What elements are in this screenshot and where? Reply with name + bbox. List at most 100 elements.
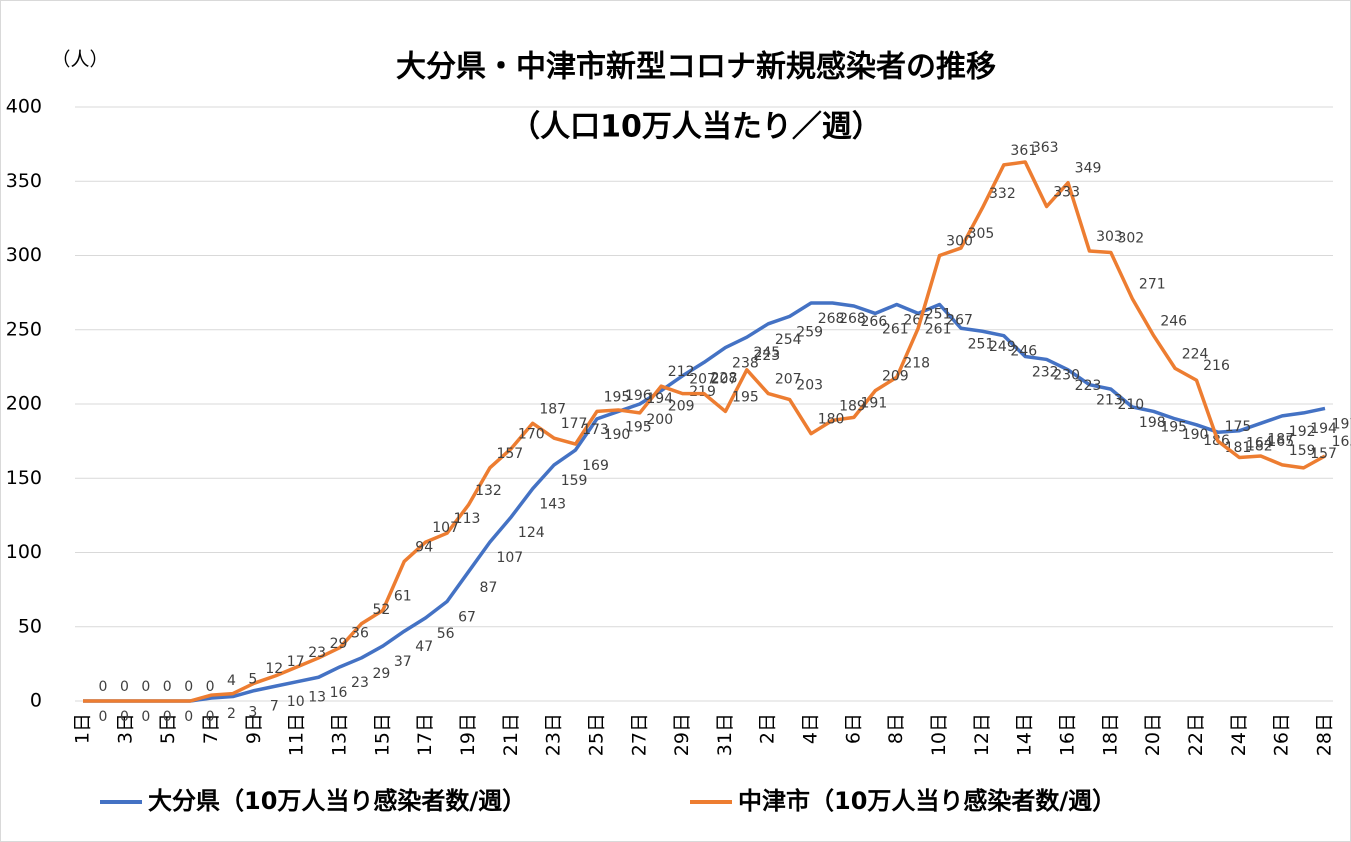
data-label: 164 — [1246, 435, 1273, 451]
data-label: 157 — [496, 446, 523, 462]
data-label: 177 — [561, 416, 588, 432]
x-tick-label: 26日 — [1271, 713, 1293, 756]
data-label: 61 — [394, 588, 412, 604]
data-label: 261 — [925, 321, 952, 337]
data-label: 124 — [518, 525, 545, 541]
data-label: 268 — [818, 311, 845, 327]
data-label: 271 — [1139, 277, 1166, 293]
x-tick-label: 27日 — [628, 713, 650, 756]
data-label: 245 — [753, 345, 780, 361]
data-label: 197 — [1332, 416, 1351, 432]
y-tick-label: 150 — [6, 467, 42, 489]
data-label: 190 — [1182, 427, 1209, 443]
data-label: 94 — [415, 539, 433, 555]
data-label: 0 — [184, 709, 193, 725]
data-label: 13 — [308, 690, 326, 706]
data-label: 191 — [861, 395, 888, 411]
x-tick-label: 2日 — [757, 713, 779, 744]
x-tick-label: 13日 — [328, 713, 350, 756]
data-label: 207 — [689, 372, 716, 388]
series-line — [83, 160, 1326, 703]
data-label: 187 — [1267, 431, 1294, 447]
data-label: 303 — [1096, 229, 1123, 245]
x-tick-label: 7日 — [200, 713, 222, 744]
data-label: 361 — [1010, 143, 1037, 159]
data-label: 246 — [1010, 344, 1037, 360]
data-label: 23 — [308, 645, 326, 661]
y-tick-label: 200 — [6, 393, 42, 415]
data-label: 195 — [604, 389, 631, 405]
data-label: 302 — [1117, 231, 1144, 247]
x-tick-label: 4日 — [800, 713, 822, 744]
data-label: 267 — [946, 313, 973, 329]
data-label: 0 — [120, 679, 129, 695]
x-tick-label: 24日 — [1228, 713, 1250, 756]
data-label: 224 — [1182, 346, 1209, 362]
data-label: 36 — [351, 626, 369, 642]
data-label: 157 — [1310, 446, 1337, 462]
data-label: 7 — [270, 699, 279, 715]
data-label: 56 — [437, 626, 455, 642]
x-tick-label: 23日 — [543, 713, 565, 756]
x-tick-label: 29日 — [671, 713, 693, 756]
data-label: 170 — [518, 427, 545, 443]
data-label: 113 — [454, 511, 481, 527]
data-label: 87 — [480, 580, 498, 596]
data-label: 10 — [287, 694, 305, 710]
x-tick-label: 20日 — [1142, 713, 1164, 756]
x-tick-label: 6日 — [842, 713, 864, 744]
data-label: 212 — [668, 364, 695, 380]
data-label: 0 — [141, 709, 150, 725]
data-label: 216 — [1203, 358, 1230, 374]
data-label: 196 — [625, 388, 652, 404]
data-label: 165 — [1267, 434, 1294, 450]
data-label: 107 — [496, 550, 523, 566]
data-label: 0 — [163, 709, 172, 725]
data-label: 213 — [1096, 393, 1123, 409]
data-label: 175 — [1225, 419, 1252, 435]
x-tick-label: 28日 — [1314, 713, 1336, 756]
data-label: 254 — [775, 332, 802, 348]
data-label: 169 — [582, 458, 609, 474]
data-label: 192 — [1289, 424, 1316, 440]
data-label: 52 — [372, 602, 390, 618]
data-label: 223 — [1075, 378, 1102, 394]
data-label: 12 — [265, 661, 283, 677]
data-label: 159 — [561, 473, 588, 489]
data-label: 251 — [968, 336, 995, 352]
x-tick-label: 1日 — [72, 713, 94, 744]
x-tick-label: 25日 — [585, 713, 607, 756]
data-label: 259 — [796, 324, 823, 340]
data-label: 0 — [120, 709, 129, 725]
x-tick-label: 18日 — [1099, 713, 1121, 756]
data-label: 251 — [925, 306, 952, 322]
y-tick-label: 400 — [6, 96, 42, 118]
chart-title: 大分県・中津市新型コロナ新規感染者の推移 — [396, 50, 996, 85]
data-label: 363 — [1032, 140, 1059, 156]
data-label: 228 — [711, 370, 738, 386]
data-label: 132 — [475, 483, 502, 499]
legend-label: 中津市（10万人当り感染者数/週） — [738, 787, 1116, 815]
y-tick-label: 350 — [6, 170, 42, 192]
data-label: 232 — [1032, 364, 1059, 380]
data-label: 0 — [163, 679, 172, 695]
x-tick-label: 3日 — [114, 713, 136, 744]
data-label: 333 — [1053, 184, 1080, 200]
x-tick-label: 31日 — [714, 713, 736, 756]
data-label: 187 — [539, 401, 566, 417]
data-label: 143 — [539, 497, 566, 513]
data-label: 17 — [287, 654, 305, 670]
data-label: 0 — [184, 679, 193, 695]
x-tick-label: 19日 — [457, 713, 479, 756]
data-label: 182 — [1246, 439, 1273, 455]
data-label: 349 — [1075, 161, 1102, 177]
legend-label: 大分県（10万人当り感染者数/週） — [148, 787, 526, 815]
y-tick-label: 0 — [30, 690, 42, 712]
data-label: 194 — [646, 391, 673, 407]
y-tick-label: 100 — [6, 541, 42, 563]
x-tick-label: 11日 — [286, 713, 308, 756]
y-tick-label: 250 — [6, 318, 42, 340]
x-tick-label: 10日 — [928, 713, 950, 756]
data-label: 159 — [1289, 443, 1316, 459]
